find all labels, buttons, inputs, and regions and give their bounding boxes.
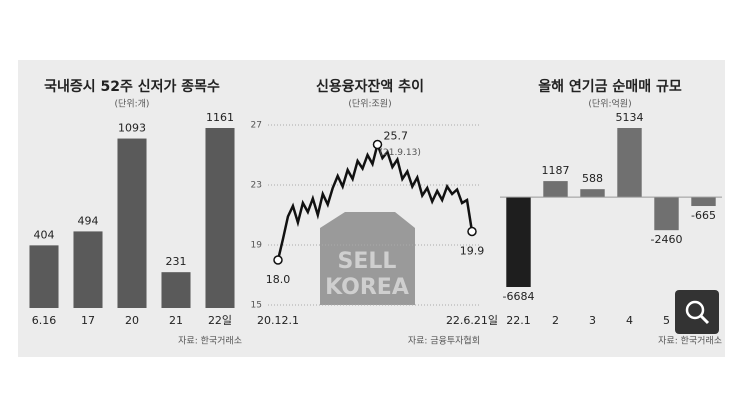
value-label: -665 — [691, 209, 716, 222]
y-tick-label: 15 — [251, 301, 262, 311]
line — [276, 140, 474, 261]
x-tick-label: 2 — [552, 314, 559, 327]
value-label: 18.0 — [266, 273, 291, 286]
chart-subtitle: (단위:조원) — [348, 99, 391, 110]
point — [467, 226, 477, 237]
value-label: -2460 — [651, 233, 683, 246]
bar — [205, 128, 235, 308]
chart-title: 신용융자잔액 추이 — [316, 78, 424, 95]
value-label: 5134 — [616, 111, 644, 124]
bar — [161, 272, 191, 308]
value-label: 1093 — [118, 122, 146, 135]
bar — [29, 245, 59, 308]
value-label: 19.9 — [460, 245, 485, 258]
x-tick-label: 21 — [169, 314, 183, 327]
illustration-text: KOREA — [325, 275, 409, 300]
bar — [117, 138, 147, 308]
value-label: 1187 — [542, 164, 570, 177]
source: 자료: 한국거래소 — [658, 336, 722, 347]
x-tick-label: 6.16 — [32, 314, 57, 327]
value-label: 231 — [166, 255, 187, 268]
x-tick-label: 5 — [663, 314, 670, 327]
chart-subtitle: (단위:개) — [115, 99, 150, 110]
value-label: 1161 — [206, 111, 234, 124]
source: 자료: 금융투자협회 — [408, 335, 480, 347]
point — [273, 255, 283, 265]
x-tick-label: 22일 — [208, 313, 232, 327]
y-tick-label: 27 — [251, 121, 262, 131]
x-tick-label: 4 — [626, 314, 633, 327]
x-tick-label: 3 — [589, 314, 596, 327]
chart-subtitle: (단위:억원) — [588, 98, 631, 110]
bar — [73, 231, 103, 308]
point — [372, 139, 383, 150]
value-label: 404 — [34, 228, 55, 241]
annotation: (21.9.13) — [379, 148, 420, 158]
value-label: 588 — [582, 172, 603, 185]
chart-title: 국내증시 52주 신저가 종목수 — [44, 79, 220, 95]
x-tick-label: 22.6.21일 — [446, 313, 498, 327]
bar — [617, 128, 642, 198]
chart-title: 올해 연기금 순매매 규모 — [538, 78, 682, 95]
bar — [580, 189, 605, 198]
zoom-bg[interactable] — [675, 290, 719, 334]
y-tick-label: 19 — [251, 241, 263, 251]
y-tick-label: 23 — [251, 181, 262, 191]
x-tick-label: 17 — [81, 314, 95, 327]
value-label: -6684 — [503, 290, 535, 303]
x-tick-label: 20.12.1 — [257, 314, 299, 327]
bar — [506, 197, 531, 287]
zoom-button[interactable] — [675, 290, 719, 334]
source: 자료: 한국거래소 — [178, 336, 242, 347]
x-tick-label: 22.1 — [506, 314, 531, 327]
value-label: 494 — [78, 214, 99, 227]
bar — [691, 197, 716, 207]
illustration-text: SELL — [338, 249, 397, 274]
x-tick-label: 20 — [125, 314, 139, 327]
bar — [543, 181, 568, 198]
bar — [654, 197, 679, 231]
value-label: 25.7 — [383, 130, 408, 143]
illustration: SELL KOREA — [320, 212, 415, 305]
